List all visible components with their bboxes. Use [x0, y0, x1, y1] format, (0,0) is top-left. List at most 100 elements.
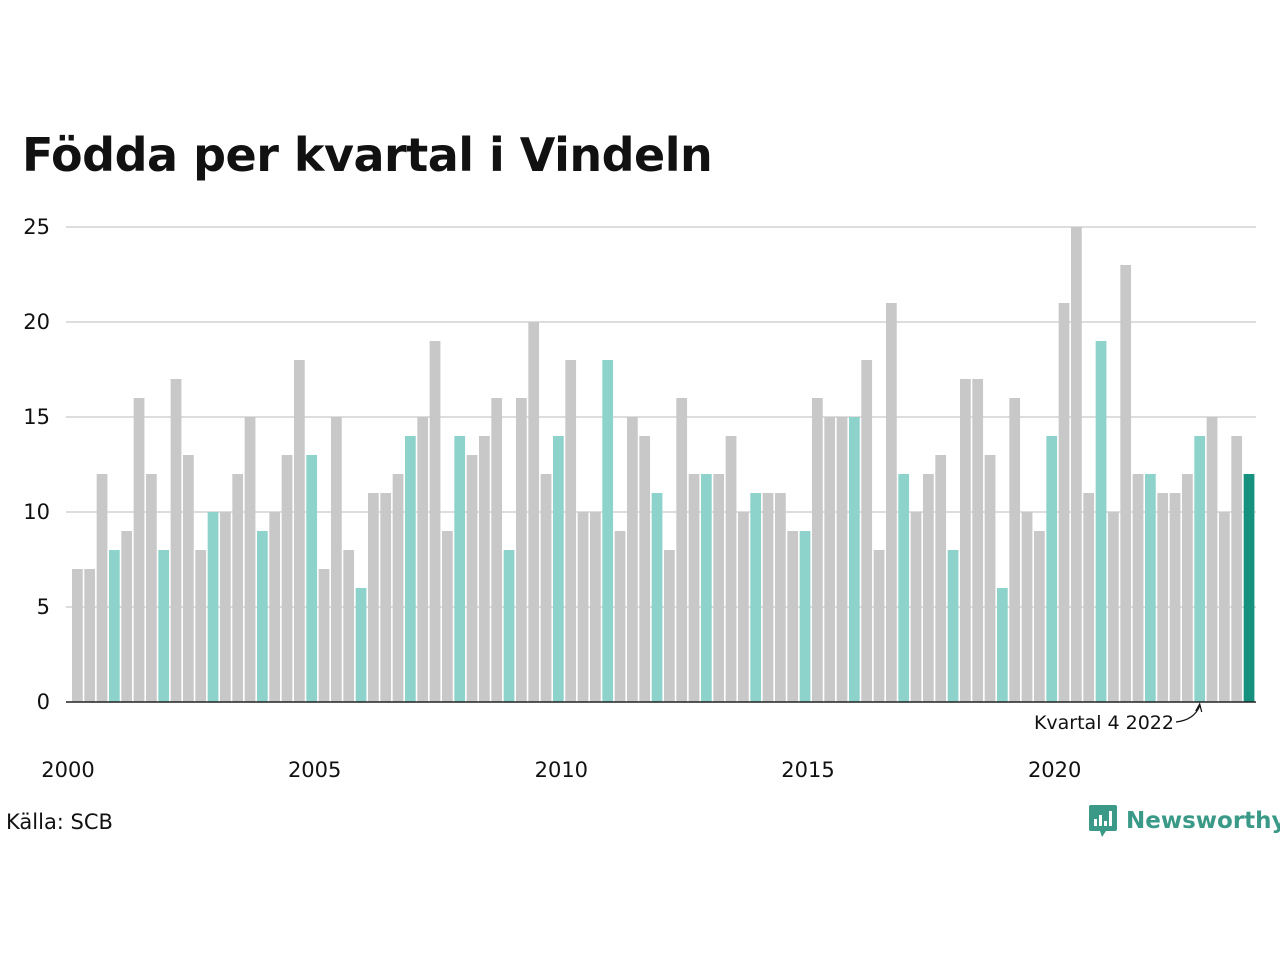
bars: [72, 227, 1255, 702]
bar: [738, 512, 749, 702]
x-tick-label: 2005: [288, 758, 341, 782]
bar: [725, 436, 737, 702]
bar: [232, 474, 244, 702]
bar: [72, 569, 83, 702]
bar: [713, 474, 725, 702]
bar: [836, 417, 848, 702]
bar: [849, 417, 860, 702]
bar: [195, 550, 207, 702]
bar: [491, 398, 503, 702]
bar: [787, 531, 799, 702]
bar: [960, 379, 971, 702]
bar: [1194, 436, 1206, 702]
source-note: Källa: SCB: [6, 810, 113, 834]
bar: [972, 379, 984, 702]
bar: [688, 474, 700, 702]
bar: [257, 531, 268, 702]
bar: [997, 588, 1008, 702]
bar: [627, 417, 638, 702]
bar: [269, 512, 281, 702]
bar: [1206, 417, 1218, 702]
bar: [109, 550, 120, 702]
brand-name: Newsworthy: [1126, 808, 1280, 834]
bar: [318, 569, 330, 702]
annotation: Kvartal 4 2022: [1034, 702, 1203, 734]
bar: [528, 322, 540, 702]
bar: [577, 512, 589, 702]
bar: [565, 360, 577, 702]
annotation-arrow: [1175, 705, 1201, 723]
bar: [442, 531, 453, 702]
bar: [553, 436, 564, 702]
bar: [602, 360, 614, 702]
bar: [121, 531, 133, 702]
bar: [861, 360, 873, 702]
bar: [417, 417, 429, 702]
bar: [762, 493, 774, 702]
bar: [133, 398, 145, 702]
chart-title: Födda per kvartal i Vindeln: [22, 128, 713, 182]
bar: [923, 474, 934, 702]
x-tick-label: 2020: [1028, 758, 1081, 782]
bar: [207, 512, 219, 702]
x-tick-label: 2015: [781, 758, 834, 782]
y-tick-label: 15: [23, 405, 50, 429]
newsworthy-logo-icon: [1089, 805, 1117, 837]
bar: [220, 512, 231, 702]
bar: [1120, 265, 1132, 702]
bar: [873, 550, 885, 702]
bar: [281, 455, 293, 702]
bar: [96, 474, 108, 702]
bar: [701, 474, 712, 702]
y-tick-label: 20: [23, 310, 50, 334]
annotation-label: Kvartal 4 2022: [1034, 712, 1174, 734]
bar: [824, 417, 836, 702]
bar: [429, 341, 441, 702]
bar: [614, 531, 626, 702]
y-tick-label: 10: [23, 500, 50, 524]
bar: [1021, 512, 1033, 702]
bar: [1169, 493, 1181, 702]
bar: [454, 436, 466, 702]
bar: [1219, 512, 1230, 702]
bar: [1034, 531, 1045, 702]
bar: [1083, 493, 1095, 702]
bar: [886, 303, 897, 702]
bar: [540, 474, 552, 702]
bar: [479, 436, 490, 702]
bar: [1095, 341, 1107, 702]
annotation-arrowhead-icon: [1195, 702, 1203, 713]
brand-logo: Newsworthy: [1088, 803, 1280, 839]
bar: [898, 474, 910, 702]
bar: [503, 550, 515, 702]
bar: [244, 417, 256, 702]
bar: [590, 512, 601, 702]
bar: [170, 379, 182, 702]
bar: [1182, 474, 1193, 702]
bar: [306, 455, 318, 702]
bar: [812, 398, 823, 702]
bar: [1243, 474, 1255, 702]
bar: [750, 493, 762, 702]
bar: [183, 455, 194, 702]
bar: [84, 569, 96, 702]
bar: [664, 550, 675, 702]
x-tick-label: 2010: [535, 758, 588, 782]
bar: [466, 455, 478, 702]
bar: [1058, 303, 1070, 702]
bar: [516, 398, 527, 702]
bar: [392, 474, 404, 702]
bar: [1108, 512, 1119, 702]
bar: [1157, 493, 1169, 702]
bar: [1046, 436, 1058, 702]
x-axis-ticks: 2000 2005 2010 2015 2020: [41, 758, 1081, 782]
bar: [158, 550, 170, 702]
bar: [947, 550, 959, 702]
y-tick-label: 0: [37, 690, 50, 714]
bar: [1071, 227, 1082, 702]
x-tick-label: 2000: [41, 758, 94, 782]
y-tick-label: 5: [37, 595, 50, 619]
y-axis-ticks: 0 5 10 15 20 25: [23, 215, 50, 714]
bar: [910, 512, 922, 702]
